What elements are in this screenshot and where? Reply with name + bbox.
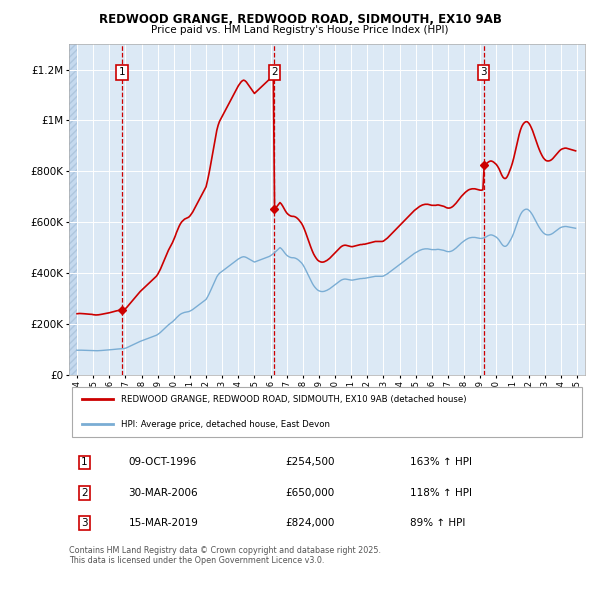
Text: 1: 1: [119, 67, 125, 77]
Text: 15-MAR-2019: 15-MAR-2019: [128, 518, 198, 528]
Text: 2: 2: [271, 67, 278, 77]
Text: Price paid vs. HM Land Registry's House Price Index (HPI): Price paid vs. HM Land Registry's House …: [151, 25, 449, 35]
Text: 89% ↑ HPI: 89% ↑ HPI: [410, 518, 465, 528]
Text: REDWOOD GRANGE, REDWOOD ROAD, SIDMOUTH, EX10 9AB (detached house): REDWOOD GRANGE, REDWOOD ROAD, SIDMOUTH, …: [121, 395, 466, 404]
Bar: [69, 44, 77, 375]
Text: 3: 3: [81, 518, 88, 528]
Text: £254,500: £254,500: [286, 457, 335, 467]
Text: 118% ↑ HPI: 118% ↑ HPI: [410, 488, 472, 497]
Text: £824,000: £824,000: [286, 518, 335, 528]
Text: £650,000: £650,000: [286, 488, 335, 497]
Text: HPI: Average price, detached house, East Devon: HPI: Average price, detached house, East…: [121, 419, 329, 429]
Text: 163% ↑ HPI: 163% ↑ HPI: [410, 457, 472, 467]
Text: 1: 1: [81, 457, 88, 467]
Text: 3: 3: [480, 67, 487, 77]
Text: 30-MAR-2006: 30-MAR-2006: [128, 488, 198, 497]
Text: 2: 2: [81, 488, 88, 497]
FancyBboxPatch shape: [71, 388, 583, 437]
Text: REDWOOD GRANGE, REDWOOD ROAD, SIDMOUTH, EX10 9AB: REDWOOD GRANGE, REDWOOD ROAD, SIDMOUTH, …: [98, 13, 502, 26]
Text: Contains HM Land Registry data © Crown copyright and database right 2025.
This d: Contains HM Land Registry data © Crown c…: [69, 546, 381, 565]
Text: 09-OCT-1996: 09-OCT-1996: [128, 457, 197, 467]
